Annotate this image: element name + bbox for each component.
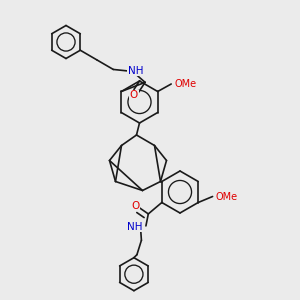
Text: OMe: OMe	[216, 191, 238, 202]
Text: OMe: OMe	[174, 79, 196, 89]
Text: NH: NH	[128, 221, 143, 232]
Text: O: O	[131, 201, 139, 211]
Text: NH: NH	[128, 66, 143, 76]
Text: O: O	[130, 90, 138, 100]
